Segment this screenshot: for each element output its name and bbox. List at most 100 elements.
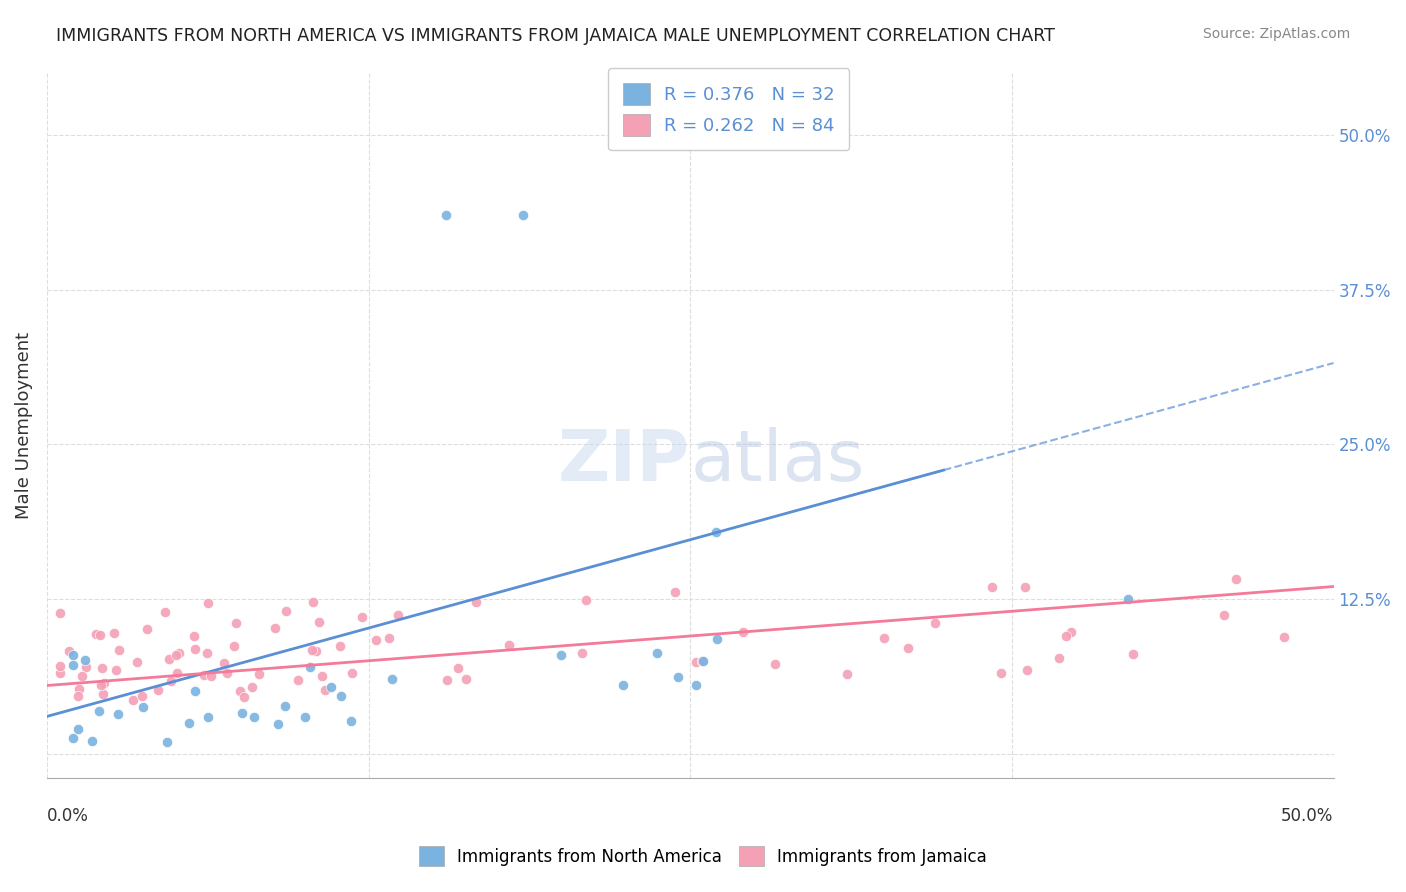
Point [685, 655, 707, 669]
Point [195, 646, 218, 660]
Legend: R = 0.376   N = 32, R = 0.262   N = 84: R = 0.376 N = 32, R = 0.262 N = 84 [609, 68, 849, 150]
Y-axis label: Male Unemployment: Male Unemployment [15, 332, 32, 519]
Point [287, 673, 309, 688]
Point [197, 596, 219, 610]
Point [575, 593, 598, 607]
Point [301, 643, 323, 657]
Point [131, 689, 153, 703]
Text: atlas: atlas [690, 426, 865, 495]
Point [704, 525, 727, 540]
Point [512, 209, 534, 223]
Point [664, 584, 686, 599]
Point [1225, 573, 1247, 587]
Point [58, 644, 80, 658]
Point [308, 615, 330, 629]
Point [301, 595, 323, 609]
Text: 50.0%: 50.0% [1281, 806, 1333, 824]
Point [980, 580, 1002, 594]
Point [550, 648, 572, 662]
Point [897, 640, 920, 655]
Point [49, 606, 72, 620]
Point [232, 690, 254, 705]
Point [733, 624, 755, 639]
Point [193, 668, 215, 682]
Point [692, 654, 714, 668]
Point [706, 632, 728, 646]
Point [305, 644, 328, 658]
Point [157, 652, 180, 666]
Point [84, 626, 107, 640]
Point [90, 678, 112, 692]
Point [62, 731, 84, 745]
Point [215, 665, 238, 680]
Point [465, 594, 488, 608]
Point [339, 714, 361, 728]
Point [264, 621, 287, 635]
Point [366, 632, 388, 647]
Text: ZIP: ZIP [558, 426, 690, 495]
Point [924, 615, 946, 630]
Point [108, 642, 131, 657]
Point [647, 646, 669, 660]
Point [692, 654, 714, 668]
Point [498, 639, 520, 653]
Point [183, 683, 205, 698]
Point [62, 648, 84, 663]
Point [446, 661, 468, 675]
Point [93, 675, 115, 690]
Point [329, 639, 352, 653]
Point [763, 657, 786, 672]
Point [294, 710, 316, 724]
Point [67, 723, 90, 737]
Point [1015, 663, 1038, 677]
Point [160, 674, 183, 689]
Point [62, 657, 84, 672]
Point [835, 666, 858, 681]
Point [247, 667, 270, 681]
Point [350, 610, 373, 624]
Point [1116, 592, 1139, 607]
Point [156, 734, 179, 748]
Point [387, 608, 409, 623]
Point [200, 669, 222, 683]
Point [91, 661, 114, 675]
Point [132, 699, 155, 714]
Text: 0.0%: 0.0% [46, 806, 89, 824]
Point [321, 681, 343, 695]
Point [685, 678, 707, 692]
Point [311, 669, 333, 683]
Point [666, 670, 689, 684]
Point [381, 672, 404, 686]
Point [66, 689, 89, 703]
Point [1054, 629, 1077, 643]
Point [571, 646, 593, 660]
Legend: Immigrants from North America, Immigrants from Jamaica: Immigrants from North America, Immigrant… [411, 838, 995, 875]
Point [267, 717, 290, 731]
Point [183, 629, 205, 643]
Point [49, 659, 72, 673]
Point [434, 209, 457, 223]
Point [214, 656, 236, 670]
Point [1014, 580, 1036, 594]
Point [1059, 625, 1081, 640]
Point [378, 632, 401, 646]
Point [73, 653, 96, 667]
Point [299, 659, 322, 673]
Point [873, 631, 896, 645]
Point [75, 660, 97, 674]
Point [153, 605, 176, 619]
Point [436, 673, 458, 687]
Point [103, 626, 125, 640]
Point [197, 709, 219, 723]
Point [229, 684, 252, 698]
Point [340, 665, 363, 680]
Point [177, 716, 200, 731]
Point [330, 689, 353, 703]
Point [89, 704, 111, 718]
Point [82, 733, 104, 747]
Point [127, 655, 149, 669]
Point [1122, 647, 1144, 661]
Point [184, 642, 207, 657]
Point [1213, 608, 1236, 623]
Point [148, 683, 170, 698]
